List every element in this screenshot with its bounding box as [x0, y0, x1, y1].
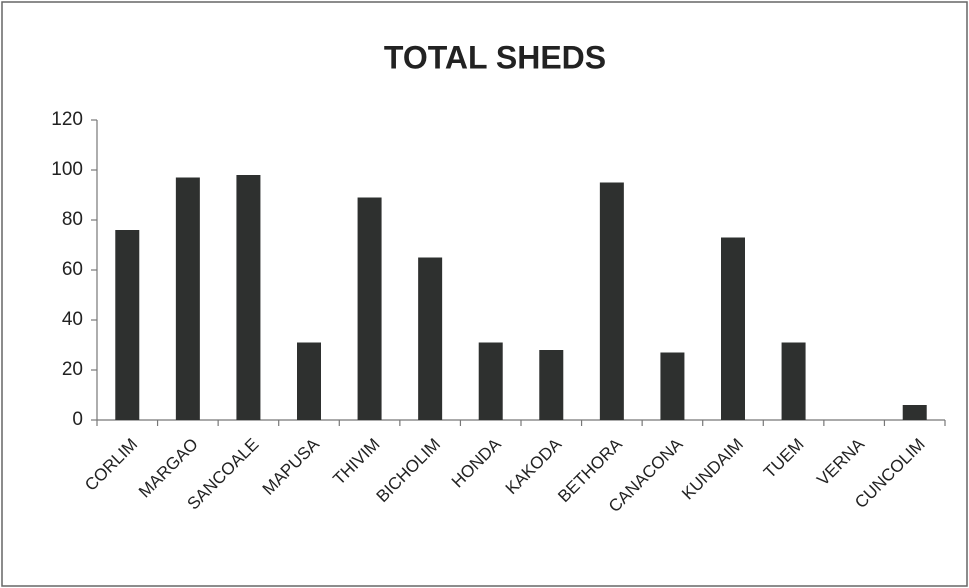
y-tick-label: 0 — [72, 409, 83, 430]
y-tick-label: 60 — [62, 259, 83, 280]
bar — [297, 342, 321, 420]
bar — [357, 197, 382, 420]
chart-title: TOTAL SHEDS — [384, 39, 606, 75]
y-tick-label: 80 — [62, 209, 83, 230]
y-tick-label: 40 — [62, 309, 83, 330]
bar — [539, 350, 564, 420]
y-tick-label: 120 — [51, 109, 83, 130]
bar — [478, 342, 503, 420]
bar — [660, 352, 685, 420]
y-tick-label: 20 — [62, 359, 83, 380]
bar — [599, 182, 624, 420]
bar — [902, 405, 927, 420]
bar — [418, 257, 443, 420]
bar — [781, 342, 806, 420]
y-tick-label: 100 — [51, 159, 83, 180]
bar — [115, 230, 140, 420]
bar — [175, 177, 200, 420]
bar — [721, 237, 745, 420]
bar — [236, 175, 261, 420]
